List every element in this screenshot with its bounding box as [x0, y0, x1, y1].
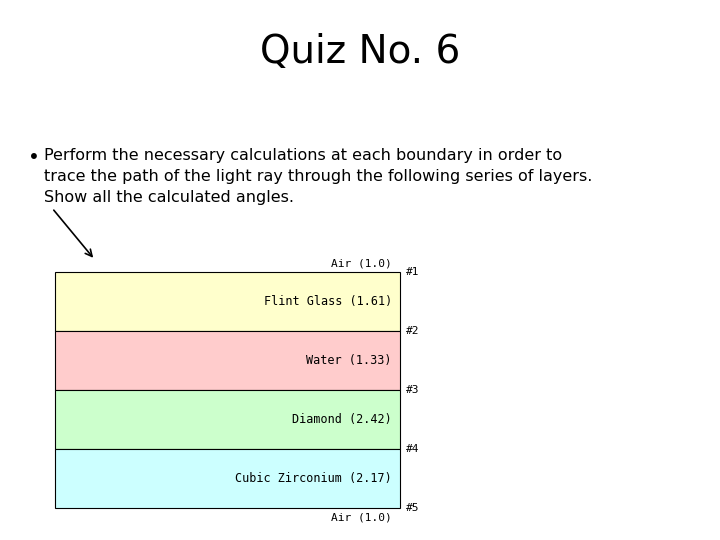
- Text: Perform the necessary calculations at each boundary in order to
trace the path o: Perform the necessary calculations at ea…: [44, 148, 593, 205]
- Bar: [55, 449, 400, 508]
- Text: Quiz No. 6: Quiz No. 6: [260, 33, 460, 71]
- Text: •: •: [28, 148, 40, 167]
- Text: #5: #5: [406, 503, 420, 513]
- Text: #2: #2: [406, 326, 420, 336]
- Bar: [55, 272, 400, 331]
- Text: Air (1.0): Air (1.0): [331, 512, 392, 522]
- Text: Air (1.0): Air (1.0): [331, 258, 392, 268]
- Text: #4: #4: [406, 444, 420, 454]
- Text: Flint Glass (1.61): Flint Glass (1.61): [264, 295, 392, 308]
- Text: Diamond (2.42): Diamond (2.42): [292, 413, 392, 426]
- Text: #3: #3: [406, 385, 420, 395]
- Bar: [55, 331, 400, 390]
- Bar: [55, 390, 400, 449]
- Text: Water (1.33): Water (1.33): [307, 354, 392, 367]
- Text: Cubic Zirconium (2.17): Cubic Zirconium (2.17): [235, 472, 392, 485]
- Text: #1: #1: [406, 267, 420, 277]
